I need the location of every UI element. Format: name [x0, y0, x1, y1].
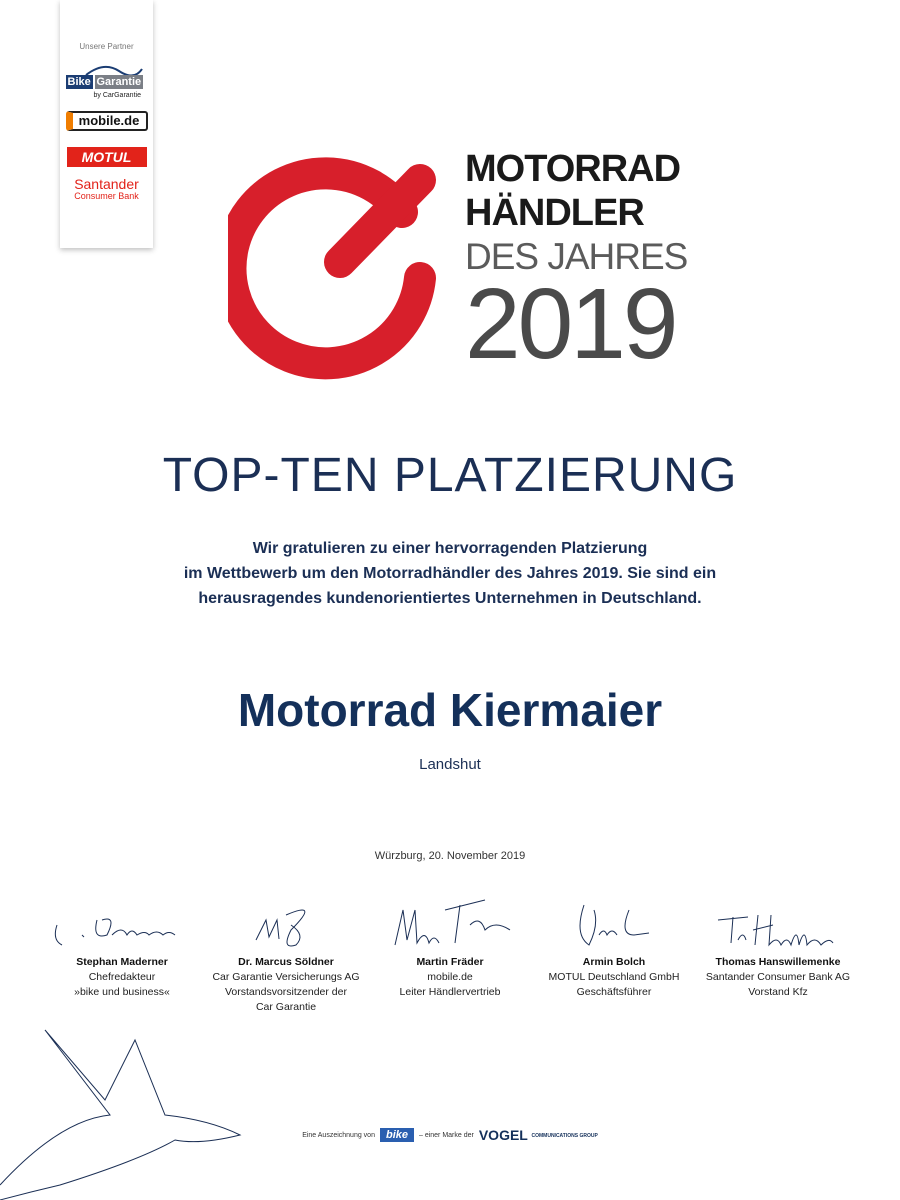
signature-image — [579, 904, 650, 946]
bike-garantie-logo: Bike Garantie by CarGarantie — [65, 63, 148, 103]
signatory: Stephan Maderner Chefredakteur »bike und… — [40, 895, 204, 1015]
recipient-name: Motorrad Kiermaier — [237, 684, 663, 736]
mobile-de-logo: mobile.de — [65, 111, 148, 131]
motul-logo: MOTUL — [66, 147, 147, 167]
santander-logo: Santander Consumer Bank — [74, 176, 139, 201]
signature-image — [54, 918, 176, 946]
award-logo-icon — [228, 157, 436, 380]
wave-icon — [84, 65, 143, 77]
bike-logo: bike — [379, 1128, 414, 1142]
award-wordmark: MOTORRAD HÄNDLER DES JAHRES 2019 — [465, 148, 688, 380]
signature-image — [717, 914, 834, 947]
partner-panel: Unsere Partner Bike Garantie by CarGaran… — [60, 0, 153, 248]
signatory: Martin Fräder mobile.de Leiter Händlerve… — [368, 895, 532, 1015]
congratulation-text: Wir gratulieren zu einer hervorragenden … — [183, 540, 717, 607]
recipient-city: Landshut — [419, 756, 481, 773]
signatory: Thomas Hanswillemenke Santander Consumer… — [696, 895, 860, 1015]
footer: Eine Auszeichnung von bike – einer Marke… — [302, 1127, 598, 1143]
signature-image — [255, 909, 306, 947]
issue-date: Würzburg, 20. November 2019 — [374, 850, 526, 862]
certificate-title: TOP-TEN PLATZIERUNG — [162, 449, 738, 502]
signatory: Dr. Marcus Söldner Car Garantie Versiche… — [204, 895, 368, 1015]
partner-label: Unsere Partner — [79, 42, 134, 51]
vogel-logo: VOGEL COMMUNICATIONS GROUP — [478, 1127, 598, 1143]
signatory: Armin Bolch MOTUL Deutschland GmbH Gesch… — [532, 895, 696, 1015]
signatures: Stephan Maderner Chefredakteur »bike und… — [40, 895, 860, 1015]
signature-image — [394, 899, 511, 946]
bird-line-art-icon — [0, 1029, 242, 1200]
